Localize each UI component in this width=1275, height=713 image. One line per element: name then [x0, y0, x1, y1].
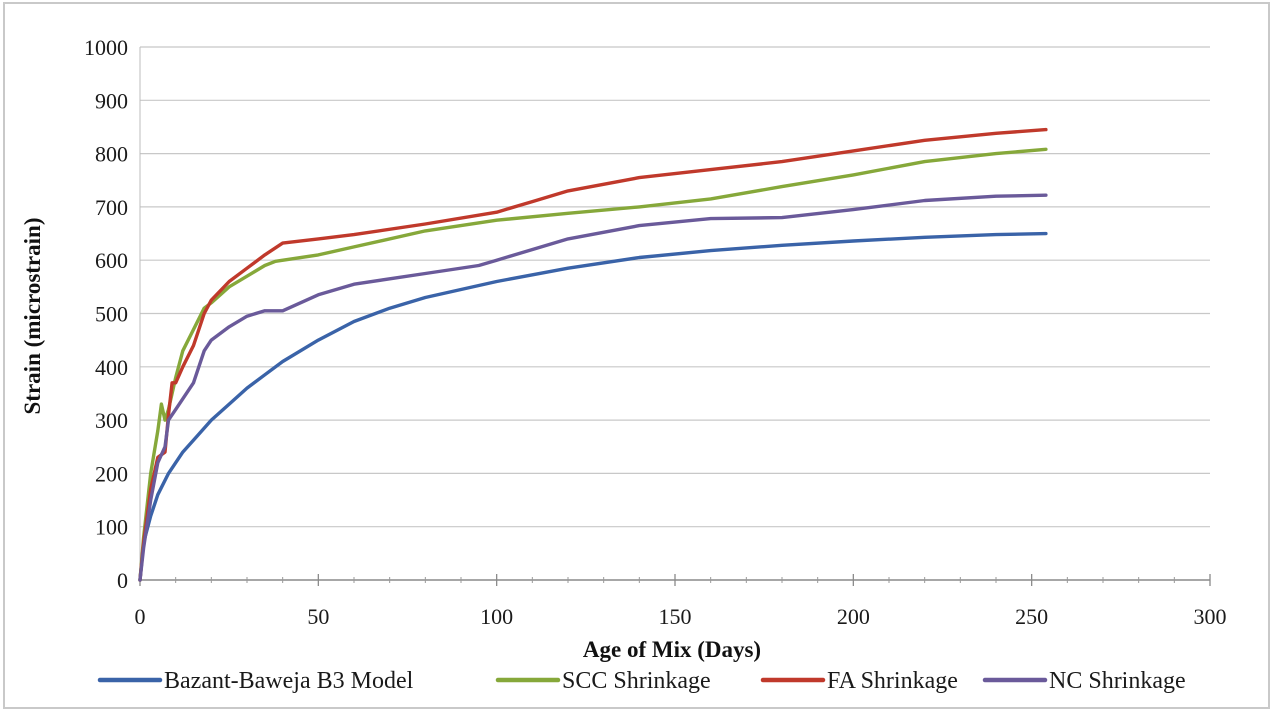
y-tick-label: 400 [95, 355, 128, 380]
x-tick-label: 150 [659, 604, 692, 629]
legend-label: Bazant-Baweja B3 Model [164, 668, 414, 694]
legend-label: NC Shrinkage [1049, 668, 1186, 694]
series-line-2 [138, 147, 1048, 582]
x-tick-label: 100 [480, 604, 513, 629]
y-tick-label: 1000 [84, 35, 128, 60]
y-tick-label: 200 [95, 461, 128, 486]
axes [139, 47, 1211, 586]
y-tick-label: 700 [95, 195, 128, 220]
y-tick-label: 100 [95, 515, 128, 540]
legend: Bazant-Baweja B3 Model SCC Shrinkage FA Sh… [97, 668, 1186, 694]
x-tick-label: 0 [135, 604, 146, 629]
y-axis-title: Strain (microstrain) [20, 218, 45, 415]
tick-labels: 0 100 200 300 400 500 600 700 800 900 1000 0 50 100 15… [84, 35, 1227, 629]
x-tick-label: 50 [307, 604, 329, 629]
x-tick-label: 250 [1015, 604, 1048, 629]
gridlines [140, 46, 1210, 528]
series-lines [138, 127, 1048, 582]
y-tick-label: 600 [95, 248, 128, 273]
series-line-4 [138, 193, 1048, 582]
x-tick-label: 200 [837, 604, 870, 629]
y-tick-label: 500 [95, 302, 128, 327]
x-axis-title: Age of Mix (Days) [583, 637, 761, 662]
y-tick-label: 0 [117, 568, 128, 593]
x-tick-label: 300 [1194, 604, 1227, 629]
legend-label: FA Shrinkage [827, 668, 958, 694]
y-tick-label: 300 [95, 408, 128, 433]
series-line-3 [138, 127, 1048, 582]
chart-frame [3, 2, 1270, 709]
legend-label: SCC Shrinkage [562, 668, 711, 694]
y-tick-label: 900 [95, 88, 128, 113]
y-tick-label: 800 [95, 142, 128, 167]
series-line-1 [138, 231, 1048, 582]
